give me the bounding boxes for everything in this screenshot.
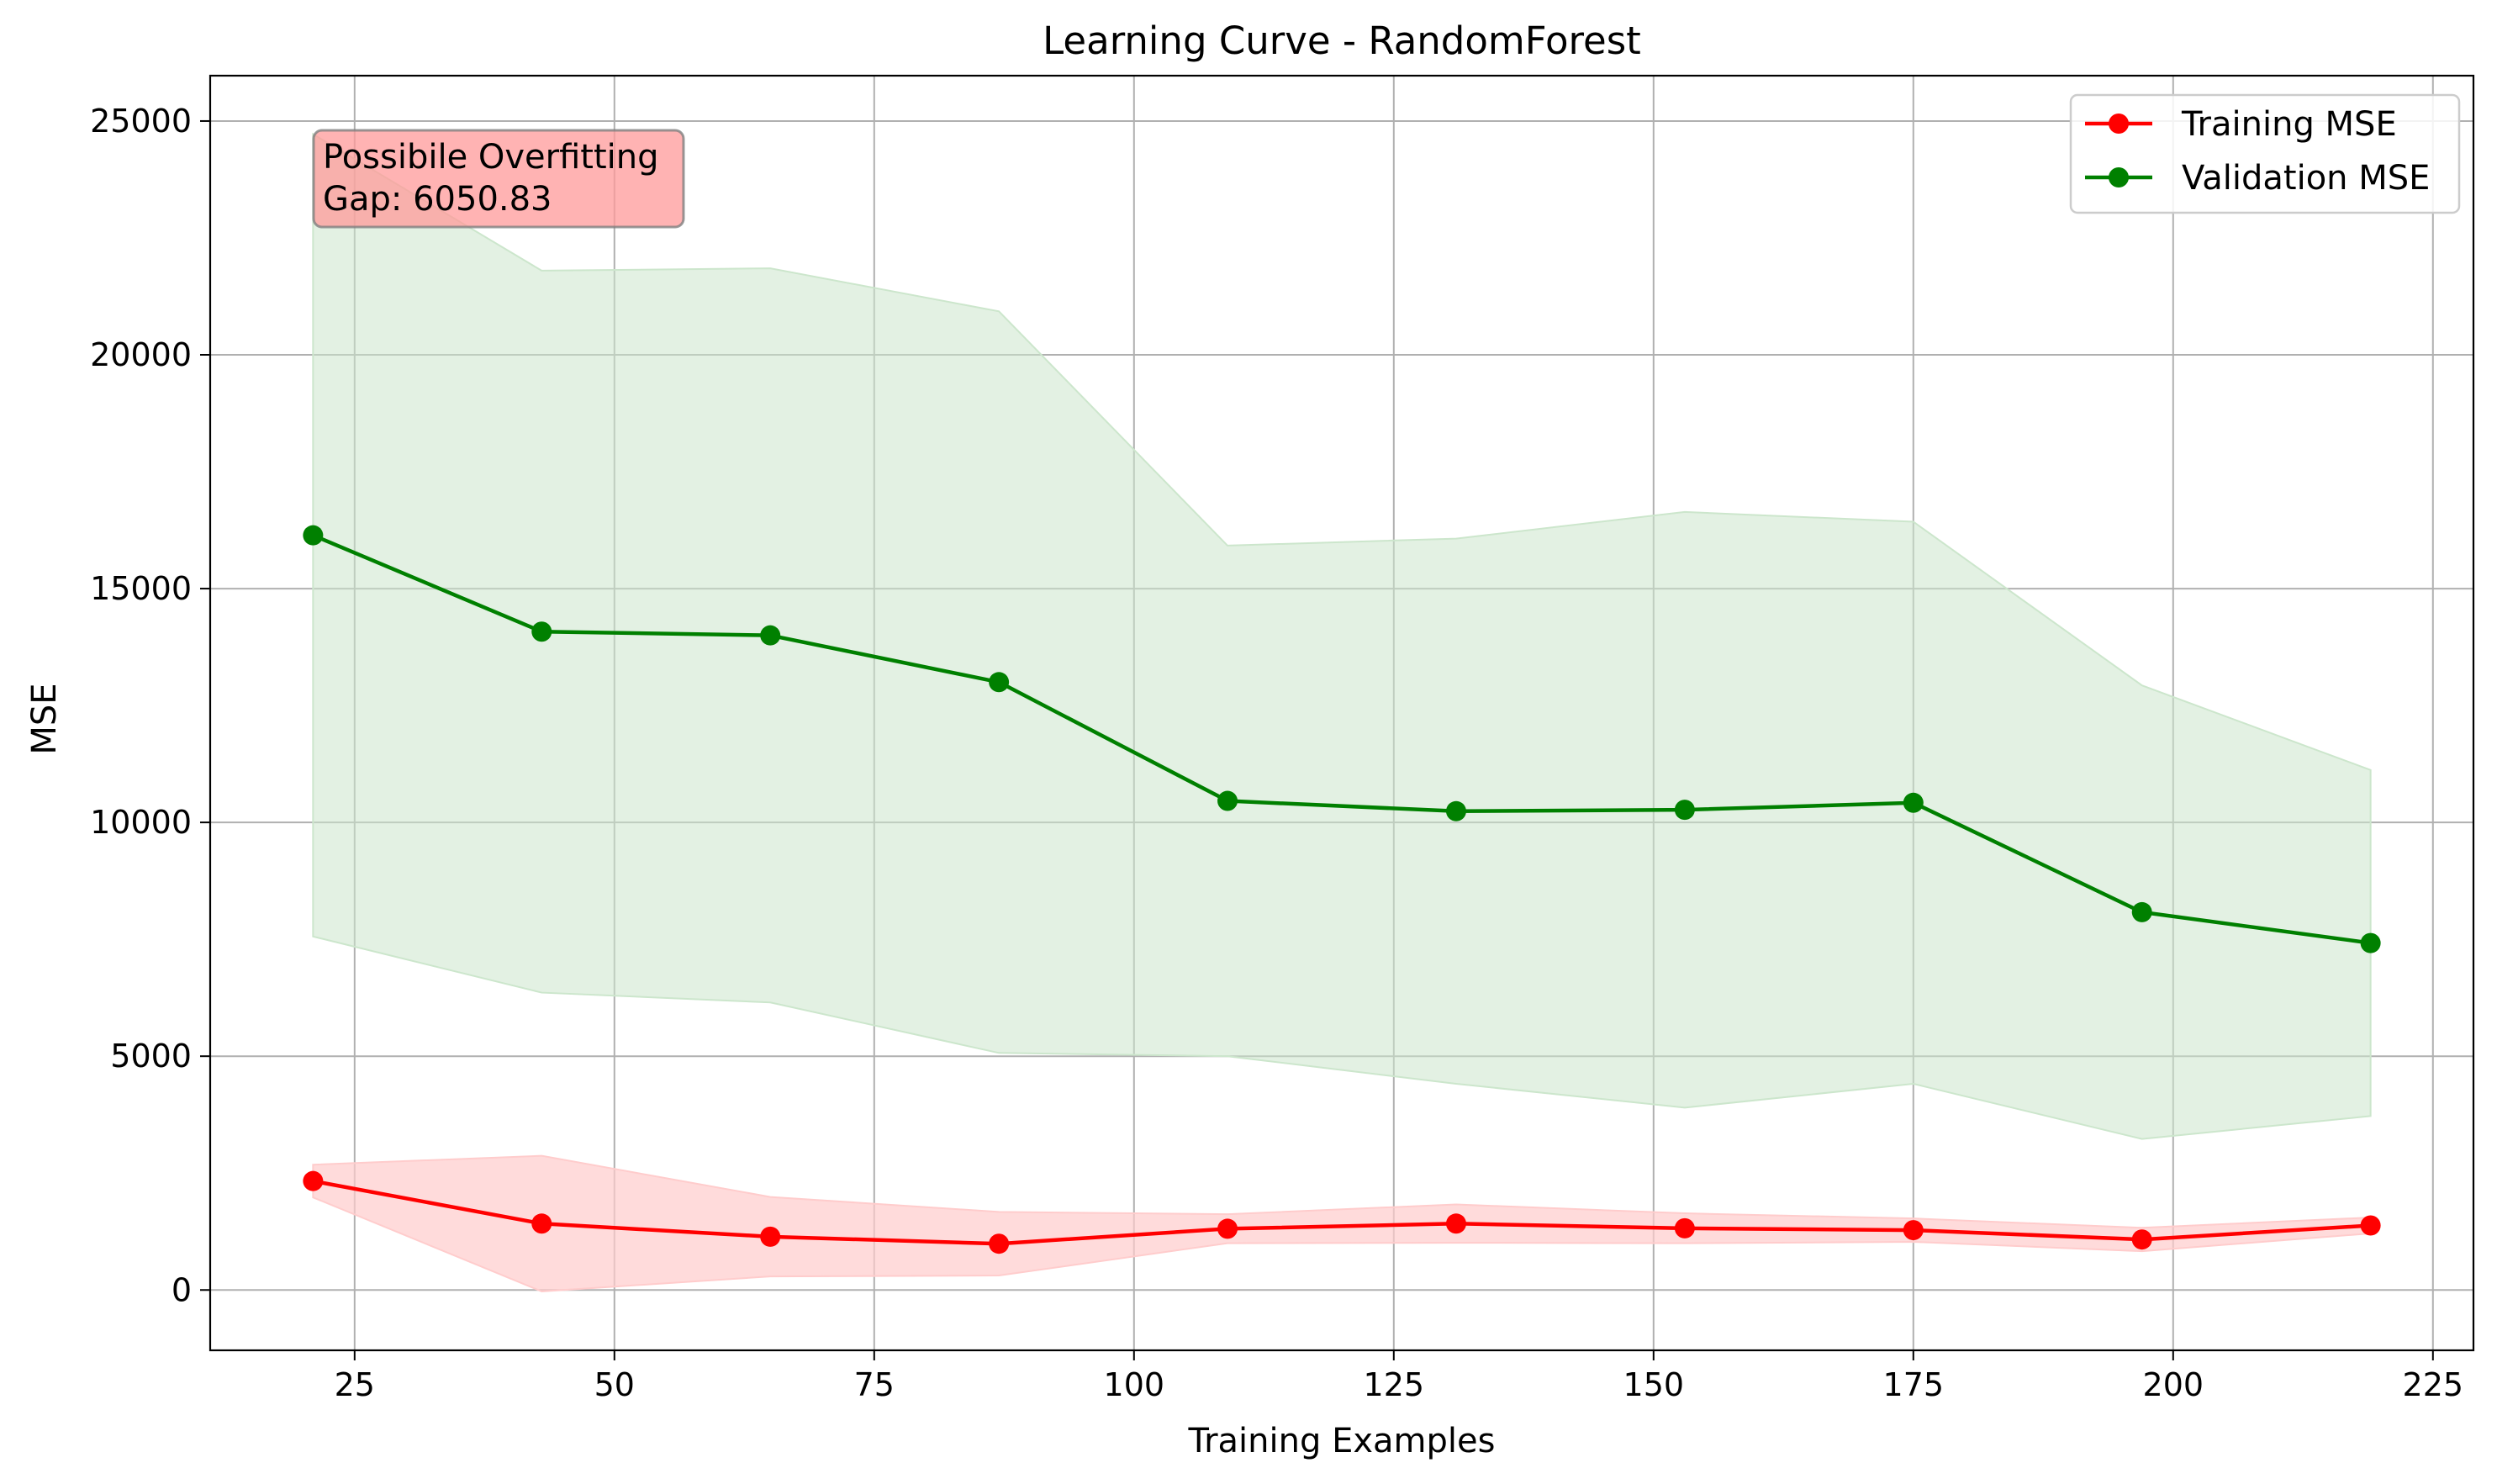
legend: Training MSE Validation MSE <box>2069 93 2461 214</box>
x-axis-ticks: 25 50 75 100 125 150 175 200 225 <box>335 1350 2463 1403</box>
y-tick-label: 0 <box>172 1271 192 1308</box>
validation-std-band <box>312 132 2372 1140</box>
legend-entry-training: Training MSE <box>2085 105 2397 144</box>
y-tick-label: 10000 <box>90 804 192 841</box>
x-tick-label: 175 <box>1883 1366 1945 1403</box>
validation-mse-point <box>1445 800 1466 821</box>
validation-mse-point <box>989 672 1010 693</box>
legend-entry-validation: Validation MSE <box>2085 159 2430 198</box>
validation-mse-point <box>531 621 552 642</box>
x-tick-label: 75 <box>854 1366 895 1403</box>
training-mse-line <box>312 1179 2371 1246</box>
validation-mse-point <box>2360 932 2381 953</box>
validation-mse-point <box>303 525 324 546</box>
y-tick-label: 25000 <box>90 103 192 140</box>
legend-frame <box>2069 93 2461 214</box>
x-tick-label: 25 <box>335 1366 375 1403</box>
training-mse-point <box>1674 1217 1695 1238</box>
chart-title: Learning Curve - RandomForest <box>1043 18 1641 63</box>
x-tick-label: 225 <box>2403 1366 2464 1403</box>
annotation-line-2: Gap: 6050.83 <box>323 180 552 219</box>
x-tick-label: 100 <box>1104 1366 1165 1403</box>
training-mse-point <box>2131 1229 2152 1250</box>
legend-validation-label: Validation MSE <box>2182 159 2430 198</box>
plot-area-frame <box>209 74 2475 1352</box>
x-axis-label: Training Examples <box>1188 1422 1496 1460</box>
validation-mse-point <box>760 625 781 646</box>
x-tick-label: 125 <box>1364 1366 1425 1403</box>
y-axis-label: MSE <box>25 683 64 754</box>
training-mse-point <box>2360 1215 2381 1236</box>
training-mse-point <box>531 1213 552 1234</box>
validation-mse-point <box>2131 901 2152 922</box>
y-tick-label: 20000 <box>90 336 192 373</box>
legend-training-swatch-marker <box>2109 114 2129 134</box>
x-tick-label: 50 <box>594 1366 635 1403</box>
annotation-box: Possibile Overfitting Gap: 6050.83 <box>312 129 685 229</box>
training-mse-point <box>760 1226 781 1247</box>
validation-mse-point <box>1674 800 1695 821</box>
x-tick-label: 150 <box>1623 1366 1685 1403</box>
training-mse-point <box>989 1233 1010 1254</box>
training-mse-point <box>1217 1218 1238 1239</box>
validation-mse-point <box>1903 792 1924 813</box>
annotation-background <box>312 129 685 229</box>
y-tick-label: 15000 <box>90 570 192 607</box>
training-mse-point <box>1445 1213 1466 1234</box>
annotation-line-1: Possibile Overfitting <box>323 138 659 177</box>
legend-validation-swatch-marker <box>2109 167 2129 187</box>
validation-mse-line <box>312 533 2371 945</box>
legend-training-label: Training MSE <box>2181 105 2397 144</box>
training-mse-point <box>1903 1220 1924 1241</box>
validation-mse-point <box>1217 790 1238 811</box>
series-points <box>303 525 2381 1254</box>
series-lines <box>312 533 2371 1246</box>
y-tick-label: 5000 <box>110 1038 192 1075</box>
x-tick-label: 200 <box>2143 1366 2204 1403</box>
y-axis-ticks: 0 5000 10000 15000 20000 25000 <box>90 103 210 1308</box>
training-mse-point <box>303 1170 324 1191</box>
